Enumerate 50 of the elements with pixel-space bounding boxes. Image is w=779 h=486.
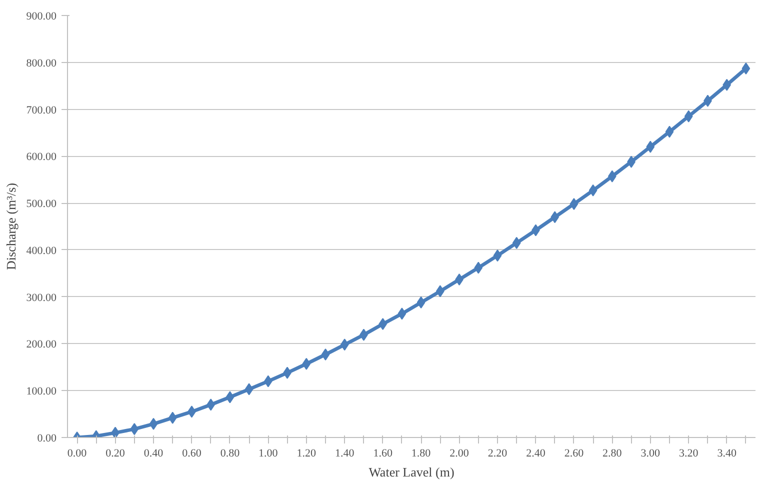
x-tick-label: 0.40 xyxy=(144,448,164,460)
x-tick-label: 2.60 xyxy=(564,448,584,460)
point xyxy=(321,348,330,361)
x-tick-label: 2.20 xyxy=(488,448,508,460)
point xyxy=(168,412,177,424)
point xyxy=(742,62,750,74)
point xyxy=(416,296,426,308)
y-tick-label: 100.00 xyxy=(26,386,57,398)
x-tick-label: 2.00 xyxy=(450,448,470,460)
point xyxy=(493,250,502,262)
x-tick-label: 0.60 xyxy=(182,448,202,460)
y-tick-label: 200.00 xyxy=(26,338,57,351)
y-tick-label: 400.00 xyxy=(26,244,57,257)
point xyxy=(684,110,693,122)
point xyxy=(244,383,254,396)
x-tick-label: 3.00 xyxy=(640,448,661,460)
y-tick-label: 300.00 xyxy=(26,292,57,304)
x-tick-label: 1.60 xyxy=(373,448,393,460)
point xyxy=(149,418,158,430)
point xyxy=(512,236,521,249)
y-axis-title: Discharge (m³/s) xyxy=(3,182,18,270)
point xyxy=(226,391,234,404)
x-tick-label: 3.20 xyxy=(678,448,699,460)
y-tick-label: 900.00 xyxy=(26,10,57,22)
point xyxy=(111,426,120,438)
y-tick-label: 700.00 xyxy=(26,104,57,116)
point xyxy=(398,308,406,320)
point xyxy=(302,358,311,370)
y-tick-label: 600.00 xyxy=(26,151,57,164)
point xyxy=(570,198,578,210)
x-tick-label: 2.80 xyxy=(602,448,622,460)
x-tick-label: 0.20 xyxy=(106,448,126,460)
y-tick-label: 0.00 xyxy=(37,432,57,444)
x-tick-label: 0.00 xyxy=(67,448,88,460)
x-tick-label: 2.40 xyxy=(526,448,546,460)
point xyxy=(340,338,349,351)
x-tick-label: 1.40 xyxy=(334,448,355,460)
point xyxy=(474,262,483,274)
x-tick-label: 0.80 xyxy=(220,448,240,460)
x-tick-label: 1.80 xyxy=(411,448,432,460)
x-axis-title: Water Lavel (m) xyxy=(368,464,454,480)
point xyxy=(646,140,655,153)
y-tick-label: 800.00 xyxy=(26,57,57,70)
x-tick-label: 1.20 xyxy=(296,448,317,460)
x-tick-label: 3.40 xyxy=(717,448,737,460)
point xyxy=(130,423,139,436)
point xyxy=(588,184,598,196)
x-tick-label: 1.00 xyxy=(258,448,278,460)
point xyxy=(665,126,674,138)
y-tick-label: 500.00 xyxy=(26,198,57,210)
